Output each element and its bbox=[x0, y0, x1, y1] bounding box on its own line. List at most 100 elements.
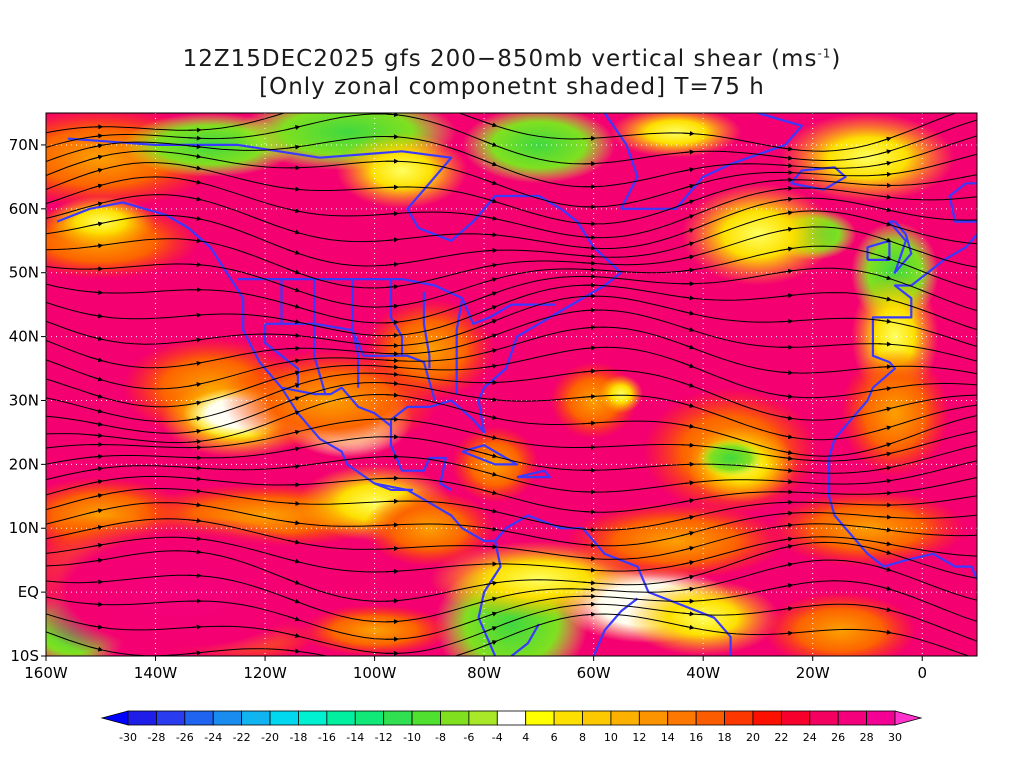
lon-tick-label: 140W bbox=[134, 664, 178, 682]
streamline-arrow bbox=[878, 386, 892, 392]
streamline-arrow bbox=[188, 165, 202, 171]
streamline-arrow bbox=[681, 586, 695, 592]
streamline-arrow bbox=[779, 186, 794, 192]
streamline-arrow bbox=[286, 633, 301, 638]
streamline-arrow bbox=[89, 421, 104, 427]
streamline-arrow bbox=[484, 215, 498, 221]
streamline-arrow bbox=[878, 478, 892, 484]
streamline-arrow bbox=[89, 183, 104, 190]
streamline-arrow bbox=[188, 135, 202, 141]
streamline-arrow bbox=[878, 490, 892, 496]
colorbar-label: 10 bbox=[604, 731, 618, 744]
streamline-arrow bbox=[188, 382, 202, 388]
colorbar-over-arrow bbox=[894, 710, 923, 726]
streamline-arrow bbox=[89, 508, 104, 514]
streamline-arrow bbox=[286, 410, 301, 417]
colorbar-swatch bbox=[127, 710, 157, 726]
streamline-arrow bbox=[286, 144, 301, 150]
colorbar-swatch bbox=[241, 710, 271, 726]
streamline-arrow bbox=[89, 168, 104, 174]
streamline-arrow bbox=[287, 109, 298, 112]
coastline-segment bbox=[237, 278, 556, 325]
colorbar-swatch bbox=[724, 710, 754, 726]
streamline-arrow bbox=[483, 197, 498, 204]
streamline-arrow bbox=[483, 140, 498, 147]
streamline-arrow bbox=[385, 113, 399, 118]
streamline-arrow bbox=[188, 216, 202, 221]
streamline-arrow bbox=[286, 501, 301, 507]
streamline-arrow bbox=[286, 208, 301, 214]
streamline-arrow bbox=[681, 149, 695, 155]
colorbar-swatch bbox=[326, 710, 356, 726]
colorbar-label: -12 bbox=[375, 731, 393, 744]
streamline-arrow bbox=[89, 579, 104, 585]
lon-tick-label: 0 bbox=[917, 664, 927, 682]
colorbar-swatch bbox=[610, 710, 640, 726]
streamline-arrow bbox=[89, 356, 104, 363]
streamline-arrow bbox=[681, 326, 695, 332]
shading-region bbox=[779, 113, 956, 203]
lon-tick-label: 120W bbox=[243, 664, 287, 682]
colorbar-swatch bbox=[354, 710, 385, 726]
streamline-arrow bbox=[286, 429, 301, 435]
streamline-arrow bbox=[188, 312, 202, 318]
coastline-segment bbox=[592, 597, 639, 656]
colorbar-label: -30 bbox=[119, 731, 137, 744]
streamline-arrow bbox=[779, 455, 794, 461]
streamline-arrow bbox=[89, 646, 104, 652]
streamline-arrow bbox=[188, 179, 202, 185]
streamline-arrow bbox=[779, 293, 794, 299]
streamline-arrow bbox=[582, 527, 597, 533]
streamline-arrow bbox=[89, 133, 104, 139]
colorbar-swatch bbox=[440, 710, 470, 726]
streamline-arrow bbox=[582, 509, 597, 515]
streamline-arrow bbox=[779, 562, 794, 568]
streamline-arrow bbox=[483, 121, 498, 128]
streamline-arrow bbox=[681, 130, 695, 136]
coastline-segment bbox=[510, 623, 540, 656]
colorbar-swatch bbox=[525, 710, 555, 726]
lon-tick-label: 20W bbox=[796, 664, 830, 682]
coastline-segment bbox=[516, 469, 551, 479]
streamline-arrow bbox=[89, 221, 104, 227]
colorbar-swatch bbox=[383, 710, 413, 726]
colorbar-label: 18 bbox=[718, 731, 732, 744]
streamline-arrow bbox=[681, 183, 695, 190]
shading-region bbox=[610, 113, 742, 158]
streamline-arrow bbox=[779, 226, 794, 232]
streamline-arrow bbox=[582, 345, 597, 351]
streamline-arrow bbox=[483, 471, 498, 477]
shading-region bbox=[768, 489, 967, 567]
streamline-arrow bbox=[681, 254, 695, 260]
streamline-arrow bbox=[582, 586, 597, 592]
streamline-arrow bbox=[483, 414, 498, 420]
coastline-segment bbox=[281, 386, 392, 427]
streamline-arrow bbox=[385, 284, 399, 290]
streamline-arrow bbox=[878, 566, 892, 572]
colorbar-swatch bbox=[496, 710, 527, 726]
streamline-arrow bbox=[681, 624, 695, 630]
streamline-arrow bbox=[878, 406, 892, 412]
streamline-arrow bbox=[779, 522, 794, 528]
streamline-arrow bbox=[385, 546, 399, 552]
coastline-segment bbox=[374, 482, 413, 491]
streamline-arrow bbox=[483, 179, 498, 185]
streamline-arrow bbox=[188, 502, 202, 508]
streamline-arrow bbox=[483, 333, 498, 340]
streamline-arrow bbox=[779, 268, 794, 274]
shading-region bbox=[566, 502, 786, 580]
streamline-arrow bbox=[582, 135, 597, 141]
streamline-arrow bbox=[681, 531, 695, 537]
streamline-arrow bbox=[483, 626, 498, 633]
streamline-arrow bbox=[286, 186, 301, 192]
streamline-arrow bbox=[878, 425, 892, 431]
lat-tick-label: 20N bbox=[9, 455, 39, 473]
streamline-arrow bbox=[878, 254, 892, 261]
streamline-arrow bbox=[779, 210, 794, 216]
streamline-arrow bbox=[188, 144, 202, 150]
colorbar-label: 30 bbox=[888, 731, 902, 744]
streamline-arrow bbox=[582, 260, 597, 266]
streamline-arrow bbox=[188, 400, 202, 406]
streamline-arrow bbox=[89, 601, 104, 607]
streamline-arrow bbox=[188, 465, 202, 471]
